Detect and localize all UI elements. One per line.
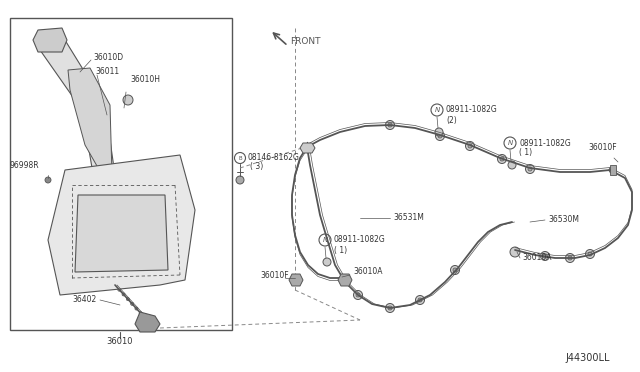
Circle shape [131,302,134,305]
Text: ( 3): ( 3) [250,163,263,171]
Text: 36011: 36011 [95,67,119,77]
Polygon shape [338,274,352,286]
Text: FRONT: FRONT [290,38,321,46]
Circle shape [323,258,331,266]
Text: 36010F: 36010F [588,144,616,153]
Polygon shape [610,165,616,175]
Circle shape [353,291,362,299]
Text: 96998R: 96998R [10,160,40,170]
Text: 36010A: 36010A [522,253,552,263]
Circle shape [510,247,520,257]
Circle shape [418,298,422,302]
Text: 36010D: 36010D [93,54,123,62]
Circle shape [385,121,394,129]
Circle shape [568,256,572,260]
Circle shape [118,288,121,291]
Circle shape [143,317,147,320]
Circle shape [113,283,116,286]
Text: N: N [323,237,328,243]
Circle shape [431,104,443,116]
Circle shape [435,128,443,136]
Text: B: B [238,155,242,160]
Circle shape [500,157,504,161]
Circle shape [157,196,163,203]
Circle shape [497,154,506,164]
Circle shape [566,253,575,263]
Text: (2): (2) [446,115,457,125]
Text: 36010H: 36010H [130,76,160,84]
Circle shape [453,268,457,272]
Polygon shape [289,274,303,286]
Circle shape [435,131,445,141]
Polygon shape [68,68,112,180]
Circle shape [468,144,472,148]
Circle shape [79,196,86,203]
Circle shape [415,295,424,305]
Circle shape [157,262,163,269]
Circle shape [465,141,474,151]
Circle shape [79,262,86,269]
Text: ( 1): ( 1) [519,148,532,157]
Circle shape [356,293,360,297]
Circle shape [77,70,83,74]
Polygon shape [135,312,160,332]
Text: 36530M: 36530M [548,215,579,224]
Circle shape [504,137,516,149]
Circle shape [45,177,51,183]
Text: N: N [435,107,440,113]
Text: 36010A: 36010A [353,267,383,276]
Circle shape [135,307,138,310]
Circle shape [94,202,150,258]
Text: 36010F: 36010F [260,272,289,280]
Text: 36531M: 36531M [393,214,424,222]
Circle shape [508,161,516,169]
Polygon shape [48,155,195,295]
Polygon shape [40,32,115,185]
Text: J44300LL: J44300LL [565,353,609,363]
Circle shape [588,252,592,256]
Text: 08911-1082G: 08911-1082G [446,106,498,115]
Circle shape [114,222,130,238]
Circle shape [126,298,129,301]
Circle shape [385,304,394,312]
Circle shape [541,251,550,260]
Circle shape [528,167,532,171]
Text: N: N [508,140,513,146]
Circle shape [543,254,547,258]
Circle shape [609,167,615,173]
Text: ( 1): ( 1) [334,246,347,254]
Circle shape [438,134,442,138]
Text: 36402: 36402 [72,295,96,305]
Circle shape [140,312,142,315]
Circle shape [104,212,140,248]
Text: 08146-8162G: 08146-8162G [248,154,300,163]
Circle shape [236,176,244,184]
Polygon shape [33,28,67,52]
Circle shape [95,178,105,188]
Polygon shape [300,143,315,153]
Circle shape [525,164,534,173]
Circle shape [586,250,595,259]
Text: 36010: 36010 [107,337,133,346]
Circle shape [319,234,331,246]
Circle shape [388,123,392,127]
Circle shape [451,266,460,275]
Circle shape [122,293,125,296]
Bar [10,18,232,330]
Circle shape [388,306,392,310]
Text: 08911-1082G: 08911-1082G [334,235,386,244]
Polygon shape [75,195,168,272]
Circle shape [234,153,246,164]
Circle shape [123,95,133,105]
Text: 08911-1082G: 08911-1082G [519,138,571,148]
